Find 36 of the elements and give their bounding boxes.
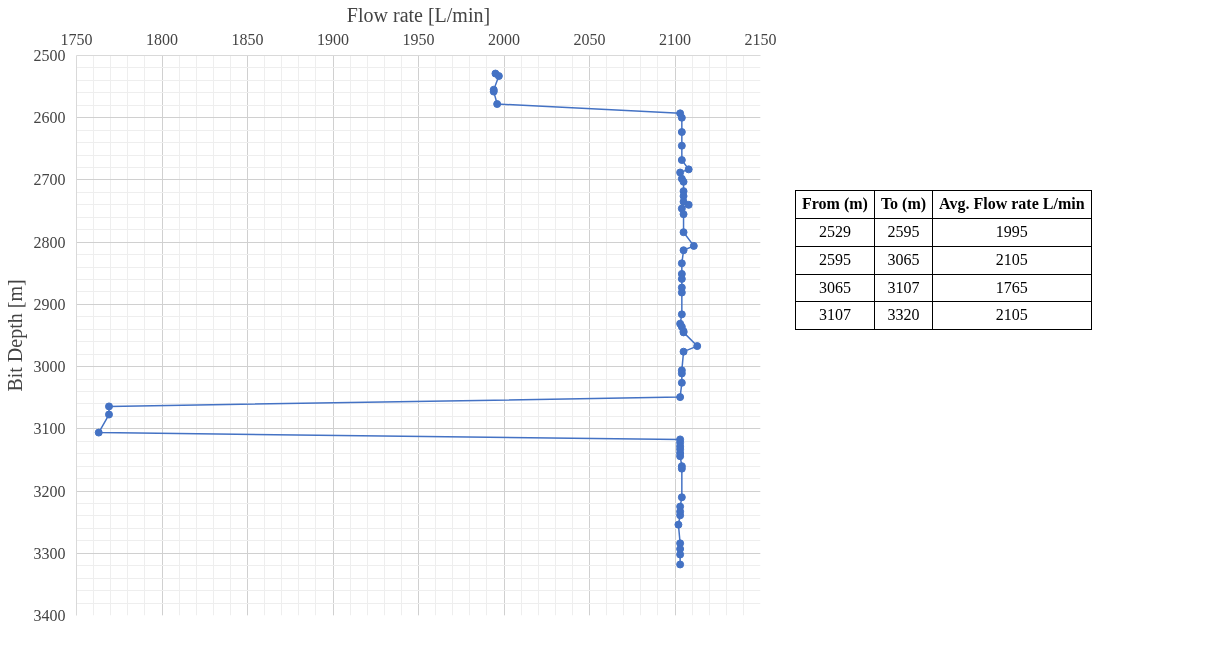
text: 2595 xyxy=(795,246,875,275)
y-tick-label: 2600 xyxy=(33,109,66,127)
y-tick-label: 2900 xyxy=(33,295,66,313)
x-tick-label: 2150 xyxy=(744,30,777,48)
y-tick-label: 2700 xyxy=(33,171,66,189)
text: 3065 xyxy=(795,274,875,302)
y-tick-label: 3200 xyxy=(33,482,66,500)
x-tick-label: 2050 xyxy=(573,30,606,48)
y-tick-label: 3000 xyxy=(33,358,66,376)
y-tick-label: 3400 xyxy=(33,607,66,624)
text: 2529 xyxy=(795,218,875,247)
text: From (m) xyxy=(795,190,875,219)
x-tick-label: 2100 xyxy=(659,30,691,48)
text: 3065 xyxy=(874,246,933,275)
y-tick-label: 2500 xyxy=(33,47,66,64)
text: 1765 xyxy=(932,274,1092,302)
text: 1995 xyxy=(932,218,1092,247)
text: 2595 xyxy=(874,218,933,247)
x-tick-label: 1800 xyxy=(146,30,178,48)
y-tick-label: 3300 xyxy=(33,544,66,562)
y-tick-label: 2800 xyxy=(33,233,66,251)
x-tick-label: 1950 xyxy=(402,30,435,48)
text: To (m) xyxy=(874,190,933,219)
text: 3107 xyxy=(795,301,875,330)
x-tick-label: 1850 xyxy=(231,30,264,48)
text: 2105 xyxy=(932,246,1092,275)
text: 3320 xyxy=(874,301,933,330)
x-tick-label: 1750 xyxy=(60,30,93,48)
text: 3107 xyxy=(874,274,933,302)
y-tick-label: 3100 xyxy=(33,420,66,438)
text: Avg. Flow rate L/min xyxy=(932,190,1092,219)
x-tick-label: 2000 xyxy=(488,30,520,48)
x-axis-title: Flow rate [L/min] xyxy=(346,3,491,26)
y-axis-title: Bit Depth [m] xyxy=(3,279,27,392)
x-tick-label: 1900 xyxy=(317,30,349,48)
text: 2105 xyxy=(932,301,1092,330)
